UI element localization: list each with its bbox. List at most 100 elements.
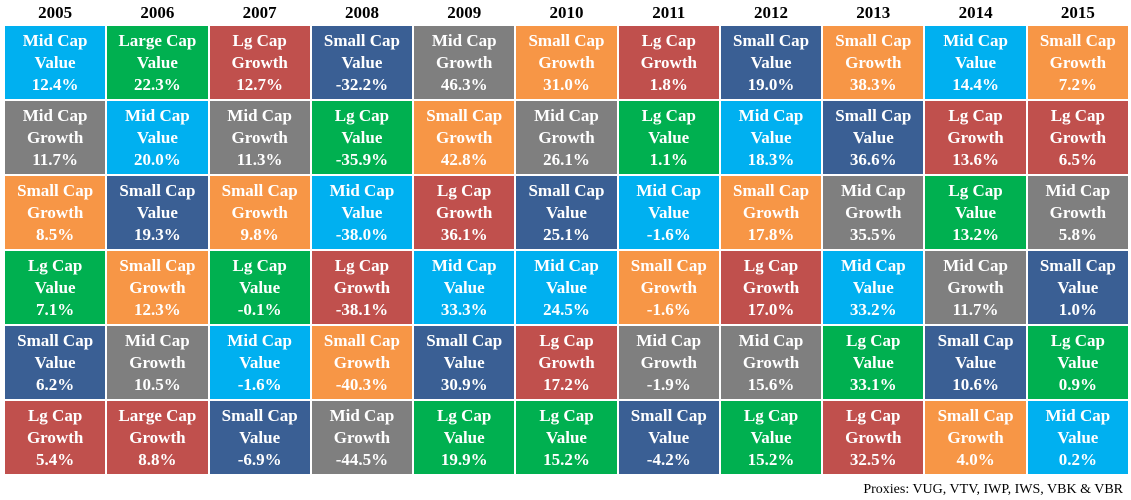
return-cell: Small Cap Growth 8.5% bbox=[5, 176, 106, 249]
return-value: -32.2% bbox=[335, 75, 389, 94]
return-value: 5.8% bbox=[1058, 225, 1097, 244]
return-value: 15.6% bbox=[747, 375, 795, 394]
asset-class: Lg Cap bbox=[27, 406, 83, 425]
return-cell: Small Cap Value 25.1% bbox=[516, 176, 617, 249]
return-value: 20.0% bbox=[134, 150, 181, 169]
return-cell: Mid Cap Value 0.2% bbox=[1027, 401, 1128, 474]
return-cell: Lg Cap Growth 36.1% bbox=[414, 176, 515, 249]
return-cell: Lg Cap Value 7.1% bbox=[5, 251, 106, 324]
asset-style: Value bbox=[136, 53, 178, 72]
return-value: 9.8% bbox=[240, 225, 279, 244]
asset-class: Lg Cap bbox=[437, 181, 492, 200]
asset-class: Small Cap bbox=[119, 256, 196, 275]
asset-style: Growth bbox=[742, 353, 800, 372]
return-value: -1.9% bbox=[646, 375, 691, 394]
asset-style: Growth bbox=[742, 278, 800, 297]
return-cell: Small Cap Growth 7.2% bbox=[1027, 26, 1128, 99]
return-value: -40.3% bbox=[335, 375, 389, 394]
asset-style: Growth bbox=[26, 428, 84, 447]
return-value: 14.4% bbox=[952, 75, 999, 94]
return-value: 13.2% bbox=[952, 225, 999, 244]
return-cell: Lg Cap Value 0.9% bbox=[1027, 326, 1128, 399]
return-cell: Mid Cap Growth -44.5% bbox=[311, 401, 413, 474]
return-cell: Mid Cap Value 12.4% bbox=[5, 26, 106, 99]
return-cell: Lg Cap Growth 32.5% bbox=[823, 401, 924, 474]
return-cell: Mid Cap Growth 26.1% bbox=[516, 101, 617, 174]
asset-style: Growth bbox=[947, 128, 1004, 147]
asset-style: Growth bbox=[742, 203, 800, 222]
return-cell: Small Cap Value 19.3% bbox=[107, 176, 208, 249]
return-cell: Lg Cap Growth 6.5% bbox=[1027, 101, 1128, 174]
return-value: 18.3% bbox=[747, 150, 795, 169]
return-cell: Mid Cap Value 33.2% bbox=[823, 251, 924, 324]
return-cell: Large Cap Growth 8.8% bbox=[107, 401, 208, 474]
asset-class: Lg Cap bbox=[539, 406, 594, 425]
asset-style: Value bbox=[750, 428, 792, 447]
asset-style: Value bbox=[648, 428, 690, 447]
return-value: -4.2% bbox=[646, 450, 691, 469]
footer: Proxies: VUG, VTV, IWP, IWS, VBK & VBR bbox=[863, 482, 1123, 497]
return-value: 15.2% bbox=[747, 450, 795, 469]
return-value: 19.9% bbox=[440, 450, 488, 469]
asset-style: Growth bbox=[640, 53, 697, 72]
year-header: 2009 bbox=[447, 3, 482, 22]
return-value: 7.1% bbox=[36, 300, 75, 319]
year-header: 2013 bbox=[856, 3, 891, 22]
return-value: 4.0% bbox=[956, 450, 995, 469]
return-value: -38.1% bbox=[335, 300, 389, 319]
return-value: 32.5% bbox=[849, 450, 897, 469]
asset-class: Lg Cap bbox=[846, 406, 901, 425]
asset-style: Value bbox=[955, 203, 997, 222]
return-value: 5.4% bbox=[36, 450, 75, 469]
asset-style: Growth bbox=[538, 353, 595, 372]
return-value: 11.7% bbox=[32, 150, 79, 169]
return-cell: Lg Cap Value 1.1% bbox=[618, 101, 719, 174]
return-value: -6.9% bbox=[237, 450, 282, 469]
asset-style: Growth bbox=[640, 353, 697, 372]
asset-class: Lg Cap bbox=[334, 106, 390, 125]
return-value: 17.0% bbox=[747, 300, 795, 319]
asset-style: Growth bbox=[436, 53, 493, 72]
asset-class: Small Cap bbox=[528, 181, 605, 200]
return-value: 33.3% bbox=[440, 300, 488, 319]
return-cell: Lg Cap Growth 1.8% bbox=[618, 26, 719, 99]
asset-style: Value bbox=[546, 428, 587, 447]
return-value: 10.6% bbox=[952, 375, 999, 394]
return-cell: Mid Cap Growth 11.3% bbox=[209, 101, 310, 174]
return-cell: Lg Cap Growth 17.2% bbox=[516, 326, 617, 399]
asset-class: Small Cap bbox=[835, 31, 912, 50]
asset-style: Value bbox=[648, 128, 690, 147]
return-cell: Mid Cap Value -1.6% bbox=[618, 176, 719, 249]
asset-class: Mid Cap bbox=[943, 256, 1008, 275]
asset-class: Lg Cap bbox=[334, 256, 390, 275]
return-cell: Lg Cap Value 13.2% bbox=[925, 176, 1026, 249]
asset-class: Small Cap bbox=[630, 406, 707, 425]
asset-class: Mid Cap bbox=[22, 106, 88, 125]
asset-class: Small Cap bbox=[937, 331, 1014, 350]
asset-class: Small Cap bbox=[119, 181, 196, 200]
return-cell: Small Cap Growth 17.8% bbox=[720, 176, 822, 249]
return-cell: Mid Cap Value 18.3% bbox=[720, 101, 822, 174]
asset-style: Growth bbox=[26, 203, 84, 222]
return-value: 22.3% bbox=[134, 75, 181, 94]
asset-class: Small Cap bbox=[835, 106, 912, 125]
return-value: 1.0% bbox=[1058, 300, 1097, 319]
return-cell: Mid Cap Growth 11.7% bbox=[5, 101, 106, 174]
asset-class: Small Cap bbox=[1039, 256, 1116, 275]
asset-style: Value bbox=[546, 278, 587, 297]
return-cell: Lg Cap Growth 12.7% bbox=[209, 26, 310, 99]
return-value: 42.8% bbox=[440, 150, 488, 169]
return-cell: Mid Cap Growth 46.3% bbox=[414, 26, 515, 99]
asset-class: Small Cap bbox=[1039, 31, 1116, 50]
asset-style: Value bbox=[239, 278, 281, 297]
return-cell: Mid Cap Growth 11.7% bbox=[925, 251, 1026, 324]
asset-class: Mid Cap bbox=[636, 181, 702, 200]
return-value: 36.1% bbox=[440, 225, 488, 244]
asset-class: Lg Cap bbox=[846, 331, 901, 350]
asset-class: Lg Cap bbox=[1050, 331, 1106, 350]
return-cell: Small Cap Growth 12.3% bbox=[107, 251, 208, 324]
asset-class: Small Cap bbox=[426, 331, 503, 350]
return-value: 6.5% bbox=[1058, 150, 1097, 169]
asset-style: Value bbox=[136, 128, 178, 147]
asset-class: Small Cap bbox=[733, 181, 810, 200]
